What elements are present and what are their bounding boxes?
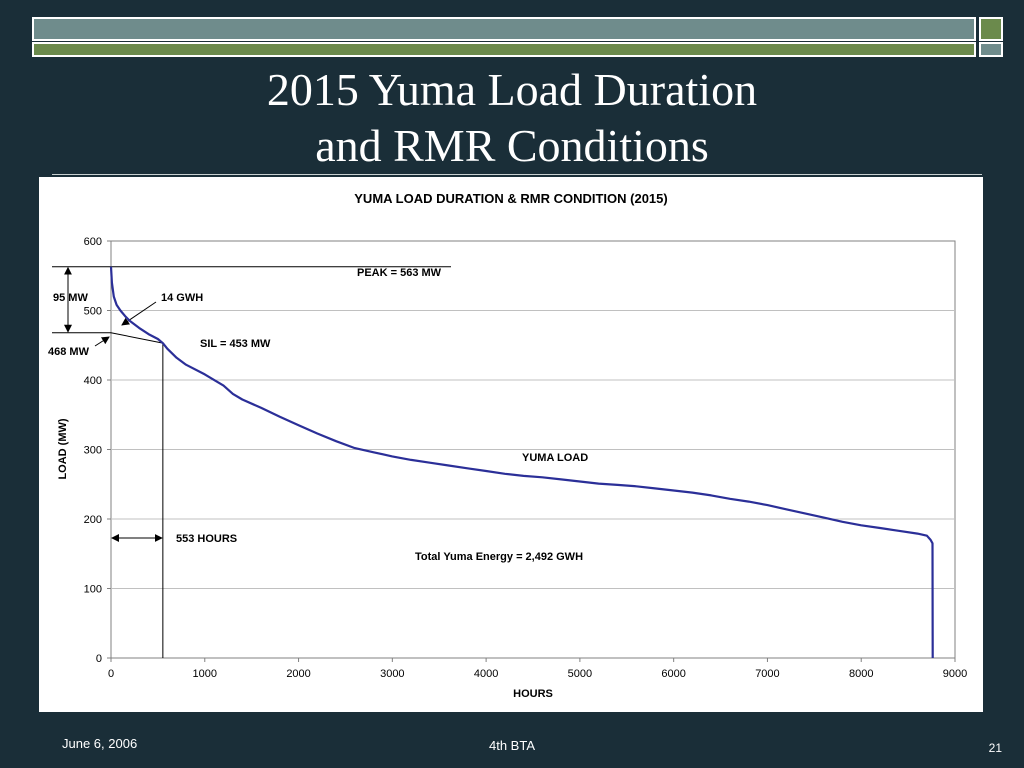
x-tick-label: 7000 <box>755 668 779 680</box>
footer-presentation-name: 4th BTA <box>488 738 535 753</box>
x-tick-label: 9000 <box>943 668 967 680</box>
y-tick-label: 100 <box>84 584 102 596</box>
total-energy-label: Total Yuma Energy = 2,492 GWH <box>415 551 583 563</box>
annotations: PEAK = 563 MW 95 MW 14 GWH 468 MW SIL = 453 … <box>48 266 588 658</box>
header-square-bottom <box>979 42 1003 57</box>
energy-above-label: 14 GWH <box>161 292 203 304</box>
x-tick-label: 4000 <box>474 668 498 680</box>
chart-title: YUMA LOAD DURATION & RMR CONDITION (2015… <box>354 191 667 206</box>
sil-label: SIL = 453 MW <box>200 338 271 350</box>
y-tick-label: 0 <box>96 653 102 665</box>
x-tick-label: 3000 <box>380 668 404 680</box>
gridlines <box>111 310 955 589</box>
y-tick-label: 300 <box>84 445 102 457</box>
y-axis-label: LOAD (MW) <box>57 418 69 479</box>
energy-pointer <box>121 301 157 326</box>
x-tick-label: 1000 <box>193 668 217 680</box>
delta-label: 95 MW <box>53 292 88 304</box>
slide-title-line-2: and RMR Conditions <box>315 120 709 171</box>
x-axis-label: HOURS <box>513 688 553 700</box>
sil-slope-line <box>110 332 163 344</box>
hours-label: 553 HOURS <box>176 533 237 545</box>
header-square-top <box>979 17 1003 41</box>
x-tick-label: 0 <box>108 668 114 680</box>
series-layer <box>109 266 934 659</box>
y-tick-label: 400 <box>84 375 102 387</box>
y-tick-label: 500 <box>84 306 102 318</box>
slide-title-line-1: 2015 Yuma Load Duration <box>266 64 758 115</box>
threshold-pointer <box>94 336 110 347</box>
title-divider <box>52 174 982 175</box>
series-line-yuma-load <box>109 266 934 659</box>
threshold-label: 468 MW <box>48 346 90 358</box>
x-tick-label: 5000 <box>568 668 592 680</box>
y-tick-label: 200 <box>84 514 102 526</box>
footer-date: June 6, 2006 <box>62 736 138 751</box>
footer-page-number: 21 <box>988 741 1002 755</box>
x-tick-label: 8000 <box>849 668 873 680</box>
chart-panel: 0 100 200 300 400 500 600 0 1000 2000 3000 4000 5000… <box>39 177 983 712</box>
y-tick-label: 600 <box>84 236 102 248</box>
header-bar-top <box>32 17 976 41</box>
peak-label: PEAK = 563 MW <box>357 267 442 279</box>
series-label: YUMA LOAD <box>522 452 588 464</box>
slide-title: 2015 Yuma Load Duration and RMR Conditio… <box>0 62 1024 174</box>
x-tick-label: 6000 <box>661 668 685 680</box>
header-bar-bottom <box>32 42 976 57</box>
x-tick-label: 2000 <box>286 668 310 680</box>
